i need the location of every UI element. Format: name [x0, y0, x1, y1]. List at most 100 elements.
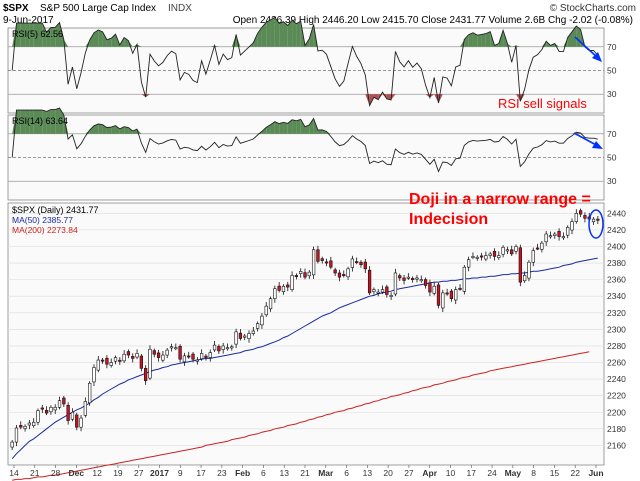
price-tick-label: 2360	[607, 275, 626, 285]
candle-body	[531, 250, 535, 263]
rsi5-overbought-fill	[25, 23, 30, 47]
rsi5-overbought-fill	[106, 38, 112, 47]
rsi14-overbought-fill	[59, 108, 64, 134]
rsi5-overbought-fill	[63, 39, 69, 47]
rsi14-overbought-fill	[124, 126, 129, 134]
candle-body	[79, 417, 83, 428]
rsi-sell-annotation: RSI sell signals	[498, 96, 587, 111]
rsi5-overbought-fill	[274, 17, 280, 47]
rsi14-overbought-fill	[25, 110, 30, 134]
candle-body	[402, 277, 406, 281]
rsi5-oversold-fill	[145, 94, 150, 98]
candle-body	[359, 261, 363, 265]
x-tick-label: Dec	[69, 468, 85, 478]
price-tick-label: 2260	[607, 358, 626, 368]
candle-body	[49, 406, 53, 413]
rsi5-overbought-fill	[98, 30, 103, 47]
price-tick-label: 2240	[607, 374, 626, 384]
candle-body	[96, 359, 100, 371]
quote-line: Open 2436.39 High 2446.20 Low 2415.70 Cl…	[233, 15, 633, 26]
candle-body	[484, 255, 488, 260]
rsi5-overbought-fill	[270, 17, 275, 47]
index-name: S&P 500 Large Cap Index	[40, 3, 156, 14]
price-label: $SPX (Daily) 2431.77	[12, 205, 99, 215]
rsi14-overbought-fill	[93, 124, 99, 134]
candle-body	[62, 397, 66, 405]
candle-body	[174, 347, 178, 350]
x-tick-label: 8	[531, 468, 536, 478]
rsi14-overbought-fill	[98, 124, 103, 134]
candle-body	[389, 295, 393, 297]
candle-body	[566, 227, 570, 236]
doji-annotation-line1: Doji in a narrow range =	[409, 191, 591, 208]
rsi14-tick-label: 70	[607, 129, 617, 139]
rsi5-oversold-fill	[429, 94, 435, 98]
rsi5-oversold-fill	[516, 94, 521, 102]
price-tick-label: 2340	[607, 291, 626, 301]
candle-body	[311, 249, 316, 276]
y-axes: 2160 2180 2200 2220 2240 2260 2280 2300 2320 2340…	[607, 42, 626, 451]
rsi14-overbought-fill	[33, 110, 38, 134]
price-tick-label: 2380	[607, 258, 626, 268]
price-tick-label: 2220	[607, 391, 626, 401]
rsi14-overbought-fill	[20, 110, 26, 134]
candle-body	[324, 261, 329, 264]
candle-body	[27, 422, 32, 426]
rsi5-overbought-fill	[20, 23, 26, 47]
candle-body	[277, 285, 281, 291]
rsi5-overbought-fill	[507, 43, 512, 47]
rsi14-overbought-fill	[42, 110, 47, 134]
rsi14-overbought-fill	[292, 119, 297, 134]
rsi5-overbought-fill	[29, 23, 34, 47]
rsi5-overbought-fill	[541, 41, 547, 47]
candle-body	[238, 332, 243, 339]
candle-body	[540, 242, 544, 250]
rsi5-oversold-fill	[141, 94, 146, 98]
candle-body	[126, 351, 131, 356]
rsi14-overbought-fill	[128, 127, 133, 134]
date-label: 9-Jun-2017	[3, 15, 54, 26]
candle-body	[522, 275, 527, 282]
candle-body	[53, 406, 57, 411]
candle-body	[372, 289, 376, 292]
rsi14-overbought-fill	[309, 118, 314, 134]
x-tick-label: 15	[550, 468, 560, 478]
price-tick-label: 2160	[607, 440, 626, 450]
candle-body	[131, 356, 135, 359]
rsi14-overbought-fill	[55, 108, 60, 134]
candle-body	[70, 411, 75, 420]
candle-body	[510, 249, 514, 255]
rsi14-overbought-fill	[85, 129, 90, 134]
price-tick-label: 2200	[607, 407, 626, 417]
arrow-rsi5	[574, 36, 599, 59]
candle-body	[333, 269, 337, 274]
ma50-line	[11, 257, 598, 460]
x-tick-label: 24	[487, 468, 497, 478]
rsi14-tick-label: 30	[607, 176, 617, 186]
x-axis: 14 21 28 Dec 12 19 27 2017 9 17 23 Feb 6 13 21 Mar 6 13 20…	[9, 465, 604, 478]
rsi14-overbought-fill	[132, 129, 138, 134]
candle-body	[139, 355, 143, 369]
rsi14-overbought-fill	[283, 122, 288, 134]
rsi5-oversold-fill	[378, 94, 383, 100]
rsi5-overbought-fill	[93, 30, 99, 47]
x-tick-label: 13	[279, 468, 289, 478]
rsi14-overbought-fill	[29, 110, 34, 134]
candle-body	[423, 279, 428, 286]
x-tick-label: 2017	[150, 468, 169, 478]
candle-body	[578, 210, 583, 215]
price-tick-label: 2420	[607, 225, 626, 235]
rsi14-tick-label: 50	[607, 153, 617, 163]
candle-body	[570, 221, 574, 231]
candle-body	[342, 274, 346, 276]
x-tick-label: Jun	[588, 468, 603, 478]
rsi5-overbought-fill	[485, 31, 491, 47]
price-tick-label: 2180	[607, 424, 626, 434]
candle-body	[445, 292, 449, 295]
candle-body	[596, 218, 600, 221]
x-tick-label: 21	[30, 468, 40, 478]
rsi14-overbought-fill	[270, 121, 275, 134]
rsi5-overbought-fill	[464, 34, 469, 47]
x-tick-label: 14	[9, 468, 19, 478]
candle-body	[208, 352, 212, 358]
